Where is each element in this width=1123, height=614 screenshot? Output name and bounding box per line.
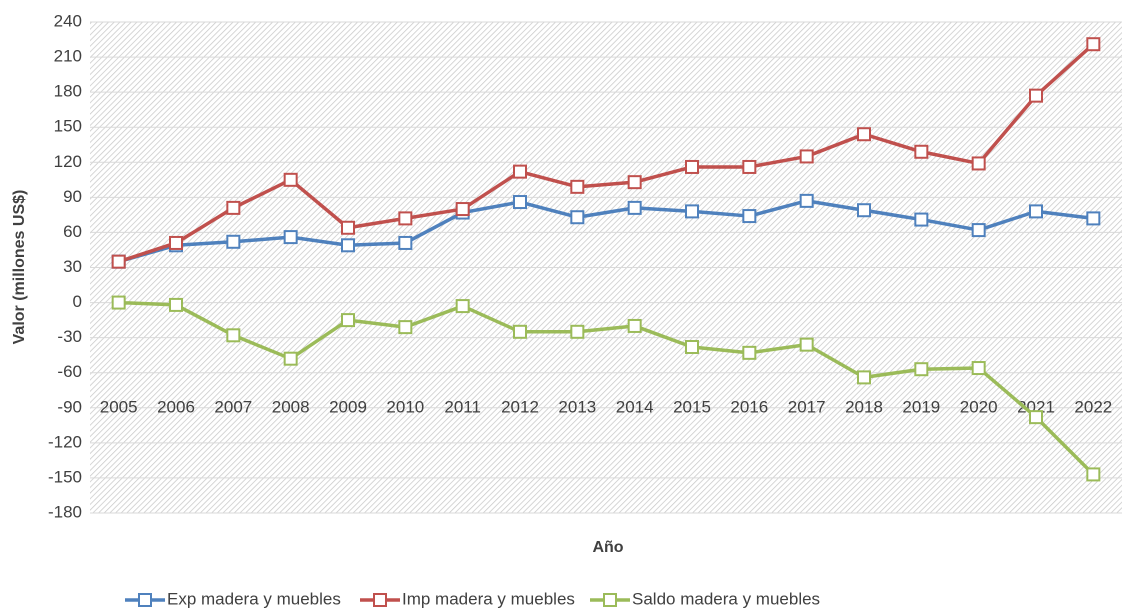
marker bbox=[971, 156, 986, 171]
legend-marker bbox=[138, 593, 152, 607]
x-tick-label: 2017 bbox=[788, 397, 826, 416]
series-line bbox=[118, 199, 1094, 264]
x-tick-label: 2016 bbox=[730, 397, 768, 416]
x-tick-label: 2014 bbox=[616, 397, 654, 416]
marker bbox=[1086, 467, 1101, 482]
marker bbox=[1029, 88, 1043, 103]
x-tick-label: 2007 bbox=[214, 397, 252, 416]
marker bbox=[226, 328, 241, 343]
marker bbox=[857, 203, 871, 218]
marker bbox=[111, 295, 126, 310]
y-tick-label: 180 bbox=[54, 82, 82, 101]
marker bbox=[1086, 37, 1101, 52]
y-tick-label: -120 bbox=[48, 432, 82, 451]
legend-label: Exp madera y muebles bbox=[167, 589, 341, 608]
x-tick-label: 2015 bbox=[673, 397, 711, 416]
marker bbox=[857, 370, 871, 385]
marker bbox=[513, 324, 527, 339]
y-tick-label: 240 bbox=[54, 11, 82, 30]
x-tick-label: 2005 bbox=[100, 397, 138, 416]
y-tick-label: 60 bbox=[63, 222, 82, 241]
x-tick-label: 2012 bbox=[501, 397, 539, 416]
marker bbox=[971, 361, 986, 376]
marker bbox=[685, 159, 699, 174]
x-tick-label: 2018 bbox=[845, 397, 883, 416]
marker bbox=[455, 202, 470, 217]
marker bbox=[914, 212, 929, 227]
y-tick-label: -90 bbox=[57, 397, 82, 416]
marker bbox=[971, 223, 986, 238]
y-axis-title: Valor (millones US$) bbox=[11, 190, 28, 345]
marker bbox=[283, 230, 298, 245]
x-tick-label: 2022 bbox=[1074, 397, 1112, 416]
marker bbox=[914, 144, 929, 159]
marker bbox=[398, 320, 413, 335]
y-tick-label: 150 bbox=[54, 117, 82, 136]
marker bbox=[341, 313, 355, 328]
marker bbox=[799, 337, 814, 352]
marker bbox=[914, 362, 929, 377]
x-tick-label: 2008 bbox=[272, 397, 310, 416]
marker bbox=[111, 254, 126, 269]
marker bbox=[341, 238, 355, 253]
series-line bbox=[118, 42, 1095, 264]
marker bbox=[627, 200, 642, 215]
marker bbox=[857, 127, 871, 142]
marker bbox=[570, 324, 585, 339]
x-tick-label: 2010 bbox=[386, 397, 424, 416]
marker bbox=[169, 235, 183, 250]
series-line bbox=[118, 300, 1095, 476]
marker bbox=[627, 175, 642, 190]
legend-label: Imp madera y muebles bbox=[402, 589, 575, 608]
y-tick-label: 120 bbox=[54, 152, 82, 171]
legend-label: Saldo madera y muebles bbox=[632, 589, 820, 608]
marker bbox=[513, 164, 527, 179]
marker bbox=[169, 297, 183, 312]
legend-marker bbox=[373, 593, 387, 607]
marker bbox=[341, 220, 355, 235]
marker bbox=[1086, 211, 1101, 226]
marker bbox=[283, 172, 298, 187]
x-tick-label: 2009 bbox=[329, 397, 367, 416]
x-tick-label: 2021 bbox=[1017, 397, 1055, 416]
x-tick-label: 2013 bbox=[558, 397, 596, 416]
marker bbox=[398, 211, 413, 226]
y-tick-label: 0 bbox=[73, 292, 82, 311]
marker bbox=[1029, 410, 1043, 425]
x-tick-label: 2006 bbox=[157, 397, 195, 416]
marker bbox=[627, 318, 642, 333]
marker bbox=[570, 210, 585, 225]
marker bbox=[226, 234, 241, 249]
marker bbox=[685, 339, 699, 354]
y-tick-label: -180 bbox=[48, 502, 82, 521]
marker bbox=[1029, 204, 1043, 219]
marker bbox=[742, 209, 757, 224]
x-axis-title: Año bbox=[592, 539, 623, 556]
y-tick-label: 90 bbox=[63, 187, 82, 206]
marker bbox=[742, 345, 757, 360]
y-tick-label: -30 bbox=[57, 327, 82, 346]
marker bbox=[742, 159, 757, 174]
marker bbox=[398, 235, 413, 250]
marker bbox=[799, 193, 814, 208]
marker bbox=[283, 351, 298, 366]
marker bbox=[513, 195, 527, 210]
legend-marker bbox=[603, 593, 617, 607]
x-tick-label: 2020 bbox=[960, 397, 998, 416]
marker bbox=[226, 200, 241, 215]
y-tick-label: 210 bbox=[54, 47, 82, 66]
x-tick-label: 2011 bbox=[444, 397, 481, 416]
marker bbox=[570, 179, 585, 194]
marker bbox=[799, 149, 814, 164]
marker bbox=[685, 204, 699, 219]
y-tick-label: 30 bbox=[63, 257, 82, 276]
x-tick-label: 2019 bbox=[902, 397, 940, 416]
y-tick-label: -150 bbox=[48, 467, 82, 486]
y-tick-label: -60 bbox=[57, 362, 82, 381]
marker bbox=[455, 299, 470, 314]
